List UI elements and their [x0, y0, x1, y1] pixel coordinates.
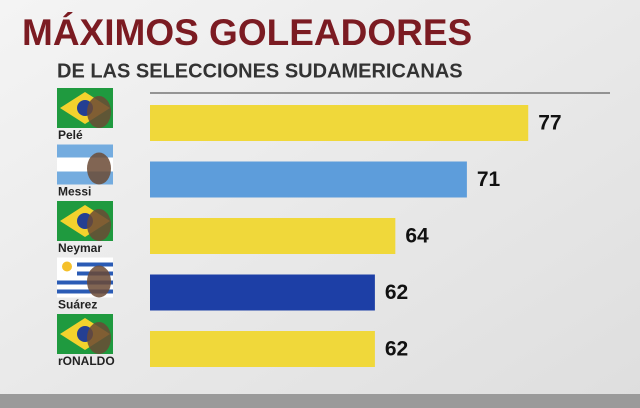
category-label: Neymar	[58, 241, 102, 255]
value-label: 62	[385, 338, 408, 361]
player-photo	[87, 152, 111, 185]
flag-stripe	[57, 289, 113, 294]
flag-sun	[62, 261, 72, 272]
value-label: 64	[405, 225, 429, 248]
player-badge	[57, 314, 113, 354]
value-label: 77	[538, 112, 561, 135]
category-label: Suárez	[58, 298, 97, 312]
bar	[150, 218, 396, 254]
player-photo	[87, 265, 111, 298]
flag-stripe	[57, 280, 113, 285]
category-label: Messi	[58, 185, 91, 199]
bar	[150, 331, 375, 367]
chart-title: MÁXIMOS GOLEADORES	[22, 12, 472, 53]
bar	[150, 274, 375, 311]
player-badge	[57, 201, 113, 241]
bar	[150, 161, 467, 198]
player-badge	[57, 257, 113, 298]
value-label: 62	[385, 281, 408, 304]
bar	[150, 105, 529, 141]
flag-stripe	[57, 271, 113, 276]
player-badge	[57, 88, 113, 128]
flag-stripe	[57, 262, 113, 267]
player-badge	[57, 144, 113, 185]
footer-band	[0, 394, 640, 408]
value-label: 71	[477, 168, 501, 191]
player-photo	[87, 96, 111, 128]
category-label: Pelé	[58, 128, 83, 142]
category-label: rONALDO	[58, 354, 115, 368]
player-photo	[87, 322, 111, 354]
player-photo	[87, 209, 111, 241]
chart-subtitle: DE LAS SELECCIONES SUDAMERICANAS	[57, 60, 463, 82]
